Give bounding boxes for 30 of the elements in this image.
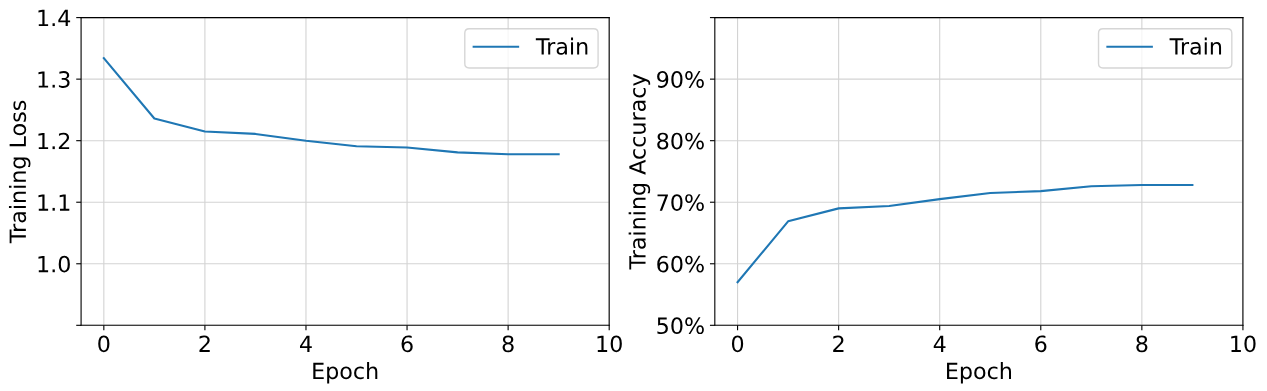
- y-tick-label: 80%: [657, 132, 704, 150]
- x-tick-label: 4: [299, 335, 312, 352]
- y-tick-label: 90%: [657, 71, 704, 88]
- line-series: [102, 57, 560, 156]
- x-tick-label: 0: [731, 335, 744, 353]
- x-axis-title: Epoch: [313, 362, 378, 384]
- x-tick-label: 0: [98, 335, 110, 353]
- x-axis-title: Epoch: [947, 362, 1012, 384]
- y-tick-label: 70%: [657, 194, 704, 211]
- x-tick-label: 4: [933, 335, 946, 352]
- x-tick-label: 8: [502, 335, 514, 353]
- y-tick-label: 1.2: [38, 132, 70, 150]
- x-tick-label: 2: [199, 335, 210, 352]
- y-axis-title: Training Accuracy: [628, 74, 651, 270]
- x-tick-label: 10: [1231, 335, 1256, 353]
- x-tick-label: 10: [597, 335, 622, 353]
- x-tick-label: 2: [833, 335, 844, 352]
- y-tick-label: 1.0: [38, 255, 70, 273]
- legend-label: Train: [1169, 37, 1222, 55]
- y-tick-label: 1.3: [38, 71, 70, 88]
- y-tick-label: 50%: [657, 317, 704, 335]
- y-tick-label: 1.4: [38, 9, 71, 27]
- y-axis-title: Training Loss: [8, 100, 31, 244]
- x-tick-label: 6: [1035, 335, 1047, 353]
- x-tick-label: 8: [1136, 335, 1148, 353]
- y-tick-label: 1.1: [38, 194, 70, 211]
- legend-label: Train: [535, 37, 588, 55]
- x-tick-label: 6: [401, 335, 413, 353]
- line-series: [736, 183, 1194, 284]
- y-tick-label: 60%: [657, 255, 704, 273]
